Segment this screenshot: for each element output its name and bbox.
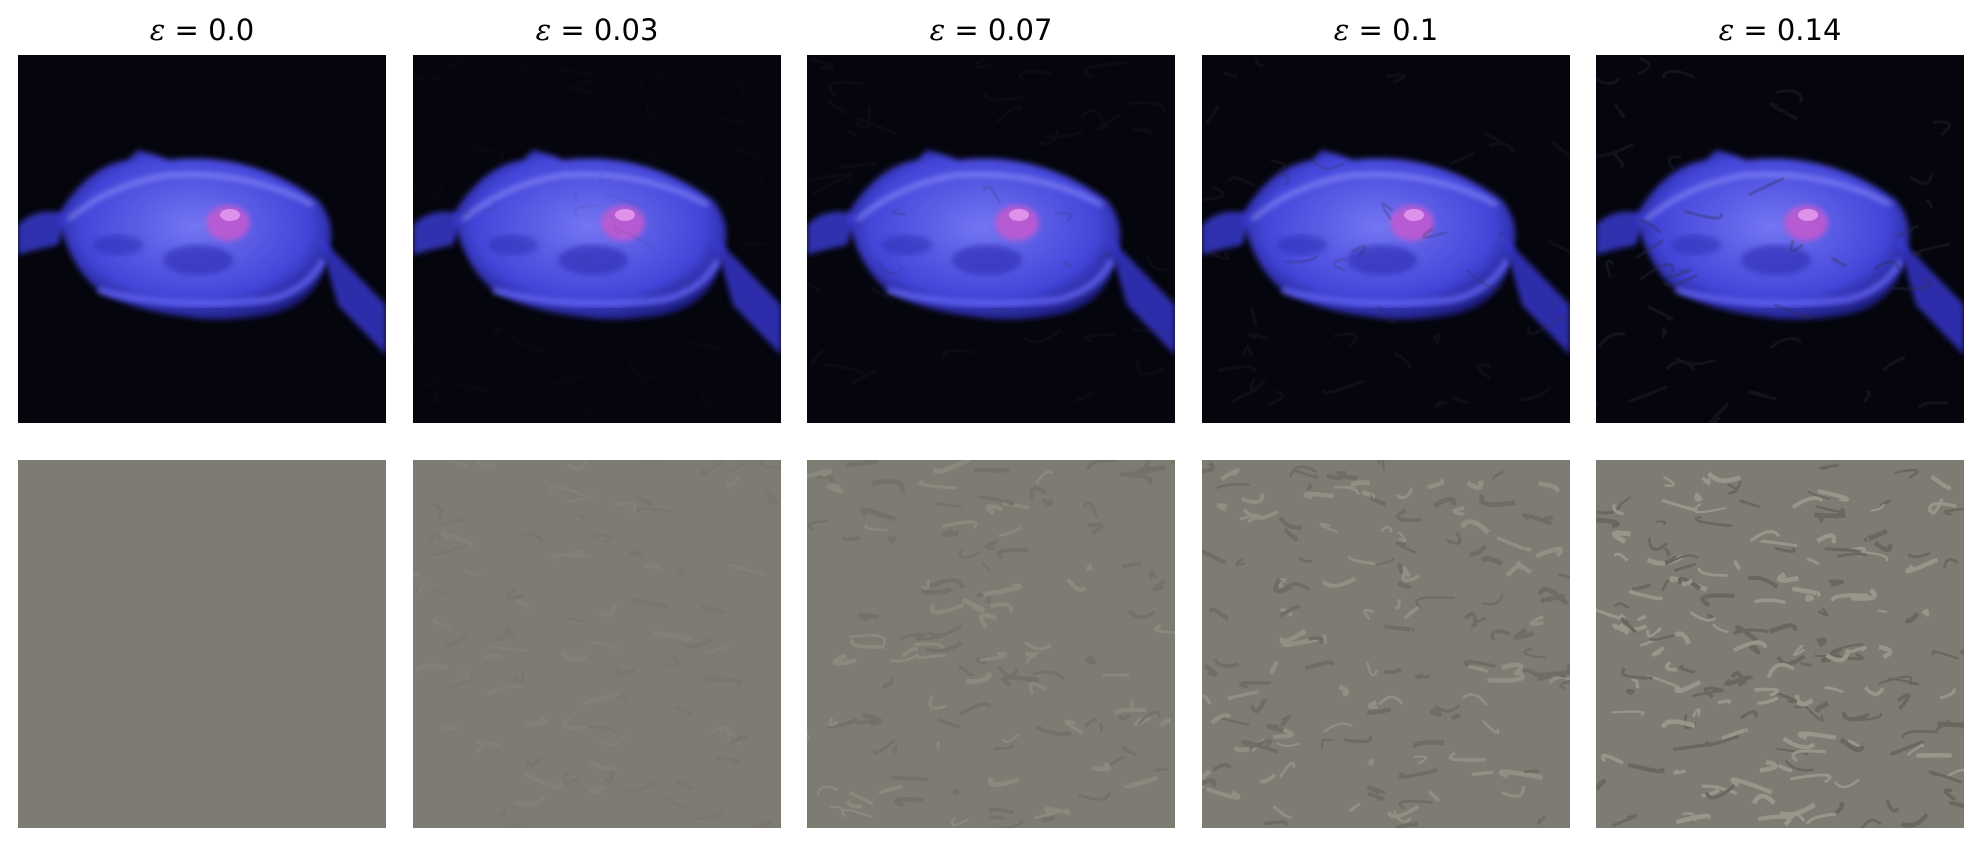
epsilon-symbol: ε: [929, 13, 946, 47]
perturbation-panel: [1202, 460, 1570, 828]
epsilon-symbol: ε: [1333, 13, 1350, 47]
epsilon-value: = 0.0: [165, 13, 255, 47]
column-eps-3: ε = 0.1: [1202, 0, 1570, 846]
column-title: ε = 0.03: [413, 10, 781, 50]
column-eps-4: ε = 0.14: [1596, 0, 1964, 846]
column-title: ε = 0.0: [18, 10, 386, 50]
jellyfish-image: [18, 55, 386, 423]
jellyfish-image: [1202, 55, 1570, 423]
epsilon-symbol: ε: [535, 13, 552, 47]
perturbation-panel: [18, 460, 386, 828]
epsilon-value: = 0.07: [945, 13, 1053, 47]
perturbation-image: [18, 460, 386, 828]
epsilon-symbol: ε: [1718, 13, 1735, 47]
jellyfish-image: [413, 55, 781, 423]
adversarial-image-panel: [1596, 55, 1964, 423]
jellyfish-image: [1596, 55, 1964, 423]
perturbation-image: [413, 460, 781, 828]
column-title: ε = 0.1: [1202, 10, 1570, 50]
adversarial-image-panel: [413, 55, 781, 423]
column-eps-2: ε = 0.07: [807, 0, 1175, 846]
epsilon-value: = 0.14: [1734, 13, 1842, 47]
perturbation-image: [1596, 460, 1964, 828]
column-title: ε = 0.07: [807, 10, 1175, 50]
column-eps-0: ε = 0.0: [18, 0, 386, 846]
epsilon-value: = 0.1: [1349, 13, 1439, 47]
perturbation-panel: [1596, 460, 1964, 828]
adversarial-image-panel: [18, 55, 386, 423]
perturbation-panel: [413, 460, 781, 828]
perturbation-image: [807, 460, 1175, 828]
epsilon-symbol: ε: [149, 13, 166, 47]
perturbation-image: [1202, 460, 1570, 828]
column-eps-1: ε = 0.03: [413, 0, 781, 846]
epsilon-value: = 0.03: [551, 13, 659, 47]
jellyfish-image: [807, 55, 1175, 423]
column-title: ε = 0.14: [1596, 10, 1964, 50]
adversarial-image-panel: [1202, 55, 1570, 423]
perturbation-panel: [807, 460, 1175, 828]
adversarial-image-panel: [807, 55, 1175, 423]
